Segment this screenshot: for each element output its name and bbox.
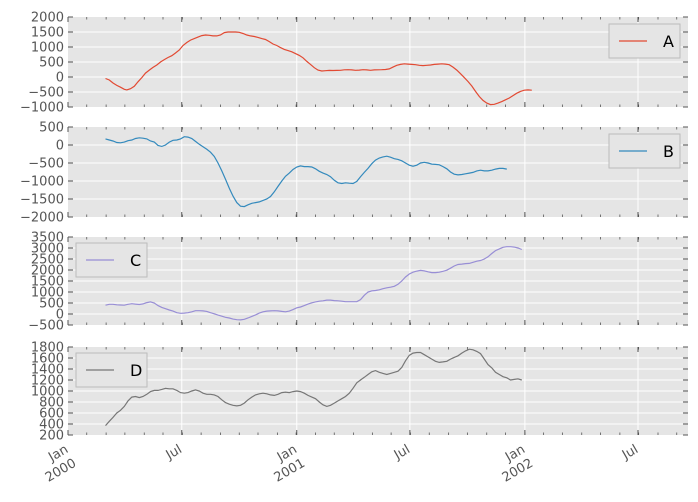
y-tick-label: 1000 xyxy=(31,41,64,56)
y-tick-label: 3000 xyxy=(31,242,64,257)
legend-label: C xyxy=(130,251,141,270)
series-line-a xyxy=(105,31,532,106)
series-line-c xyxy=(105,246,523,321)
subplot-b: 500 0 −500 −1000 −1500 −2000 B xyxy=(20,121,688,226)
series-line-d xyxy=(105,348,522,426)
legend: C xyxy=(75,242,148,278)
y-tick-label: −500 xyxy=(28,86,64,101)
y-tick-label: 2000 xyxy=(31,264,64,279)
y-tick-label: 500 xyxy=(39,121,64,136)
y-tick-label: −500 xyxy=(28,319,64,334)
y-tick-label: 2500 xyxy=(31,253,64,268)
x-tick-label-group: Jul xyxy=(163,442,185,463)
y-tick-label: 200 xyxy=(39,429,64,444)
y-tick-label: 0 xyxy=(56,71,64,86)
y-tick-label: 400 xyxy=(39,418,64,433)
y-tick-label: −1000 xyxy=(20,101,64,116)
x-tick-label-month: Jul xyxy=(163,442,185,463)
y-tick-label: 0 xyxy=(56,139,64,154)
y-tick-label: −500 xyxy=(28,157,64,172)
legend-label: B xyxy=(663,142,674,161)
x-tick-label-group: Jul xyxy=(391,442,413,463)
plot-area xyxy=(68,127,688,217)
legend-label: D xyxy=(130,361,142,380)
series-line-b xyxy=(105,136,507,208)
y-tick-label: 2000 xyxy=(31,11,64,26)
legend: D xyxy=(75,352,148,388)
y-tick-label: 800 xyxy=(39,396,64,411)
x-tick-label-group: Jul xyxy=(619,442,641,463)
y-tick-label: 1000 xyxy=(31,286,64,301)
y-tick-label: 500 xyxy=(39,297,64,312)
y-tick-label: −2000 xyxy=(20,211,64,226)
y-tick-label: 1500 xyxy=(31,275,64,290)
legend: A xyxy=(608,23,681,59)
x-tick-label-month: Jul xyxy=(391,442,413,463)
y-tick-label: 600 xyxy=(39,407,64,422)
legend-label: A xyxy=(663,32,674,51)
y-tick-label: 1200 xyxy=(31,374,64,389)
y-tick-label: −1000 xyxy=(20,175,64,190)
y-tick-label: 1000 xyxy=(31,385,64,400)
y-tick-label: 1500 xyxy=(31,26,64,41)
legend: B xyxy=(608,133,681,169)
y-tick-label: −1500 xyxy=(20,193,64,208)
y-tick-label: 0 xyxy=(56,308,64,323)
y-tick-label: 1800 xyxy=(31,341,64,356)
y-tick-label: 3500 xyxy=(31,231,64,246)
y-tick-label: 1600 xyxy=(31,352,64,367)
y-tick-label: 500 xyxy=(39,56,64,71)
x-tick-label-month: Jul xyxy=(619,442,641,463)
y-tick-label: 1400 xyxy=(31,363,64,378)
